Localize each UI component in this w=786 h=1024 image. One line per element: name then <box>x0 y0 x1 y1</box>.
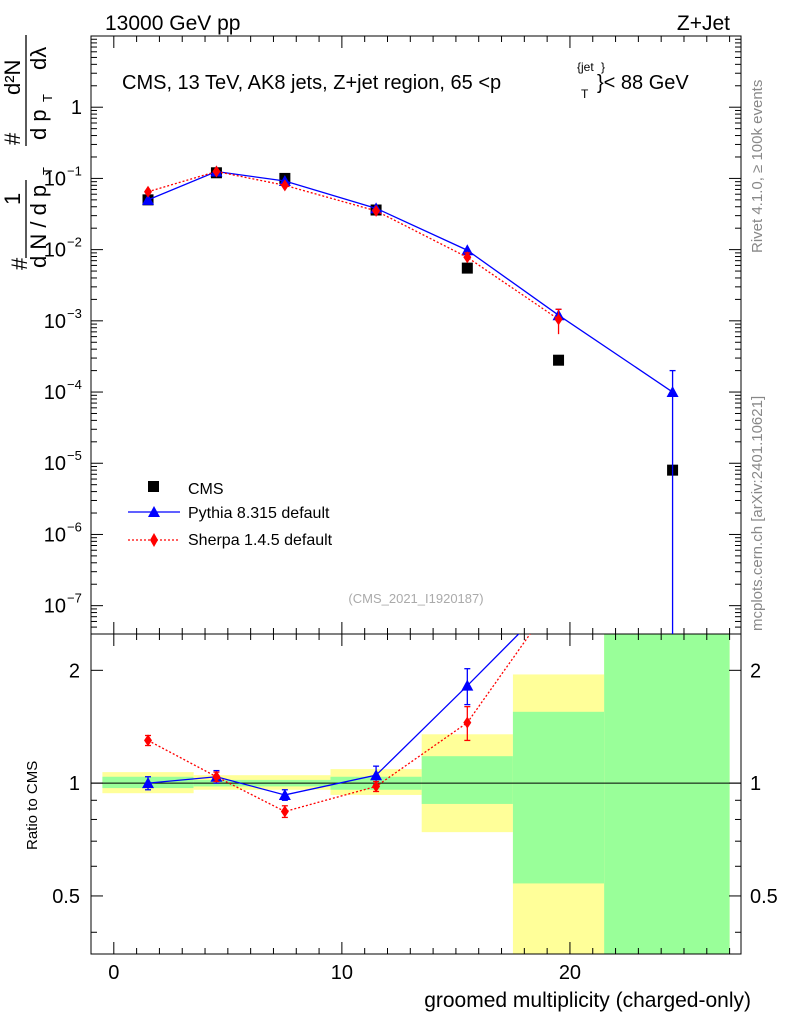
ratio-ytick-label-left: 2 <box>69 660 80 682</box>
pythia-ratio-point <box>461 679 474 691</box>
legend: CMS Pythia 8.315 default Sherpa 1.4.5 de… <box>128 481 333 549</box>
pythia-ratio-line <box>147 634 520 796</box>
sherpa-line <box>147 170 559 320</box>
main-ytick-label: 10 <box>44 596 66 618</box>
x-tick-label: 20 <box>559 962 581 984</box>
ylabel-T: T <box>40 167 55 175</box>
band-green-4 <box>512 711 605 884</box>
ratio-ticks: 0 10 20 0.5 0.5 1 1 2 2 <box>52 634 778 984</box>
main-ytick-exp: −5 <box>67 448 82 463</box>
ylabel-one: 1 <box>0 193 25 205</box>
main-ytick-label: 10 <box>44 168 66 190</box>
legend-sherpa-label: Sherpa 1.4.5 default <box>188 532 333 549</box>
pythia-ratio-point <box>278 788 291 800</box>
sherpa-ratio-line <box>147 634 531 813</box>
plot-title-sub: T <box>581 87 589 101</box>
plot-title-sup: {jet <box>577 60 594 74</box>
main-ytick-label: 10 <box>44 311 66 333</box>
ylabel-den: d p <box>26 109 51 140</box>
sherpa-ratio-point <box>212 770 221 783</box>
legend-cms-label: CMS <box>188 481 224 498</box>
ratio-series <box>142 634 531 819</box>
main-ytick-label: 10 <box>44 382 66 404</box>
cms-point <box>553 354 565 366</box>
legend-pythia-label: Pythia 8.315 default <box>188 505 330 522</box>
main-ticks: 110−110−210−310−410−510−610−7 <box>44 35 741 635</box>
x-tick-label: 0 <box>108 962 119 984</box>
pythia-line <box>147 170 673 393</box>
sherpa-ratio-point <box>280 805 289 818</box>
plot-title: CMS, 13 TeV, AK8 jets, Z+jet region, 65 … <box>122 60 689 101</box>
pythia-ratio-point <box>142 777 155 789</box>
main-ytick-label: 10 <box>44 524 66 546</box>
x-axis-label: groomed multiplicity (charged-only) <box>424 989 751 1012</box>
sherpa-point <box>280 179 289 192</box>
sherpa-point <box>144 185 153 198</box>
ylabel-hash2: # <box>0 132 25 145</box>
plot-title-tail: }< 88 GeV <box>597 72 689 94</box>
pythia-point <box>666 386 679 398</box>
main-ytick-exp: −6 <box>67 519 82 534</box>
main-ylabel: # 1 d N / d p T # d²N d p T dλ <box>0 35 55 270</box>
watermark: (CMS_2021_I1920187) <box>348 591 483 606</box>
ylabel-dlam: dλ <box>26 47 51 70</box>
pythia-ratio-point <box>370 769 383 781</box>
legend-cms-marker <box>148 481 159 492</box>
main-ytick-label: 1 <box>71 97 82 119</box>
ratio-ytick-label-right: 0.5 <box>750 886 778 908</box>
ratio-bands <box>91 634 741 954</box>
sherpa-ratio-point <box>463 716 472 729</box>
band-green-5 <box>604 634 730 954</box>
x-tick-label: 10 <box>331 962 353 984</box>
main-ytick-exp: −7 <box>67 591 82 606</box>
ratio-ytick-label-left: 1 <box>69 773 80 795</box>
ratio-ytick-label-right: 1 <box>750 773 761 795</box>
mcplots-label: mcplots.cern.ch [arXiv:2401.10621] <box>749 396 766 631</box>
sherpa-point <box>554 313 563 326</box>
main-ytick-exp: −4 <box>67 377 82 392</box>
header-left: 13000 GeV pp <box>105 12 240 35</box>
pythia-point <box>142 193 155 205</box>
sherpa-ratio-point <box>144 734 153 747</box>
sherpa-point <box>463 251 472 264</box>
ylabel-hash: # <box>7 257 32 270</box>
ylabel-den-T: T <box>40 94 55 102</box>
main-ytick-exp: −3 <box>67 306 82 321</box>
rivet-label: Rivet 4.1.0, ≥ 100k events <box>749 80 766 253</box>
sherpa-point <box>372 204 381 217</box>
main-ytick-exp: −1 <box>67 163 82 178</box>
main-series <box>142 165 679 634</box>
sherpa-ratio-point <box>372 780 381 793</box>
legend-pythia-marker <box>148 506 160 517</box>
main-ytick-label: 10 <box>44 240 66 262</box>
ratio-frame <box>90 633 742 955</box>
header-right: Z+Jet <box>677 12 730 35</box>
plot-title-main: CMS, 13 TeV, AK8 jets, Z+jet region, 65 … <box>122 72 501 94</box>
ratio-ytick-label-left: 0.5 <box>52 886 80 908</box>
legend-sherpa-marker <box>150 533 158 547</box>
ratio-ytick-label-right: 2 <box>750 660 761 682</box>
main-ytick-label: 10 <box>44 453 66 475</box>
ratio-ylabel: Ratio to CMS <box>24 761 41 850</box>
plot-title-sup-close: } <box>601 60 605 74</box>
ylabel-dN: d N / d p <box>26 185 51 268</box>
ylabel-num: d²N <box>0 60 25 95</box>
main-ytick-exp: −2 <box>67 235 82 250</box>
band-green-3 <box>421 756 513 804</box>
sherpa-point <box>212 165 221 178</box>
cms-point <box>461 262 473 274</box>
